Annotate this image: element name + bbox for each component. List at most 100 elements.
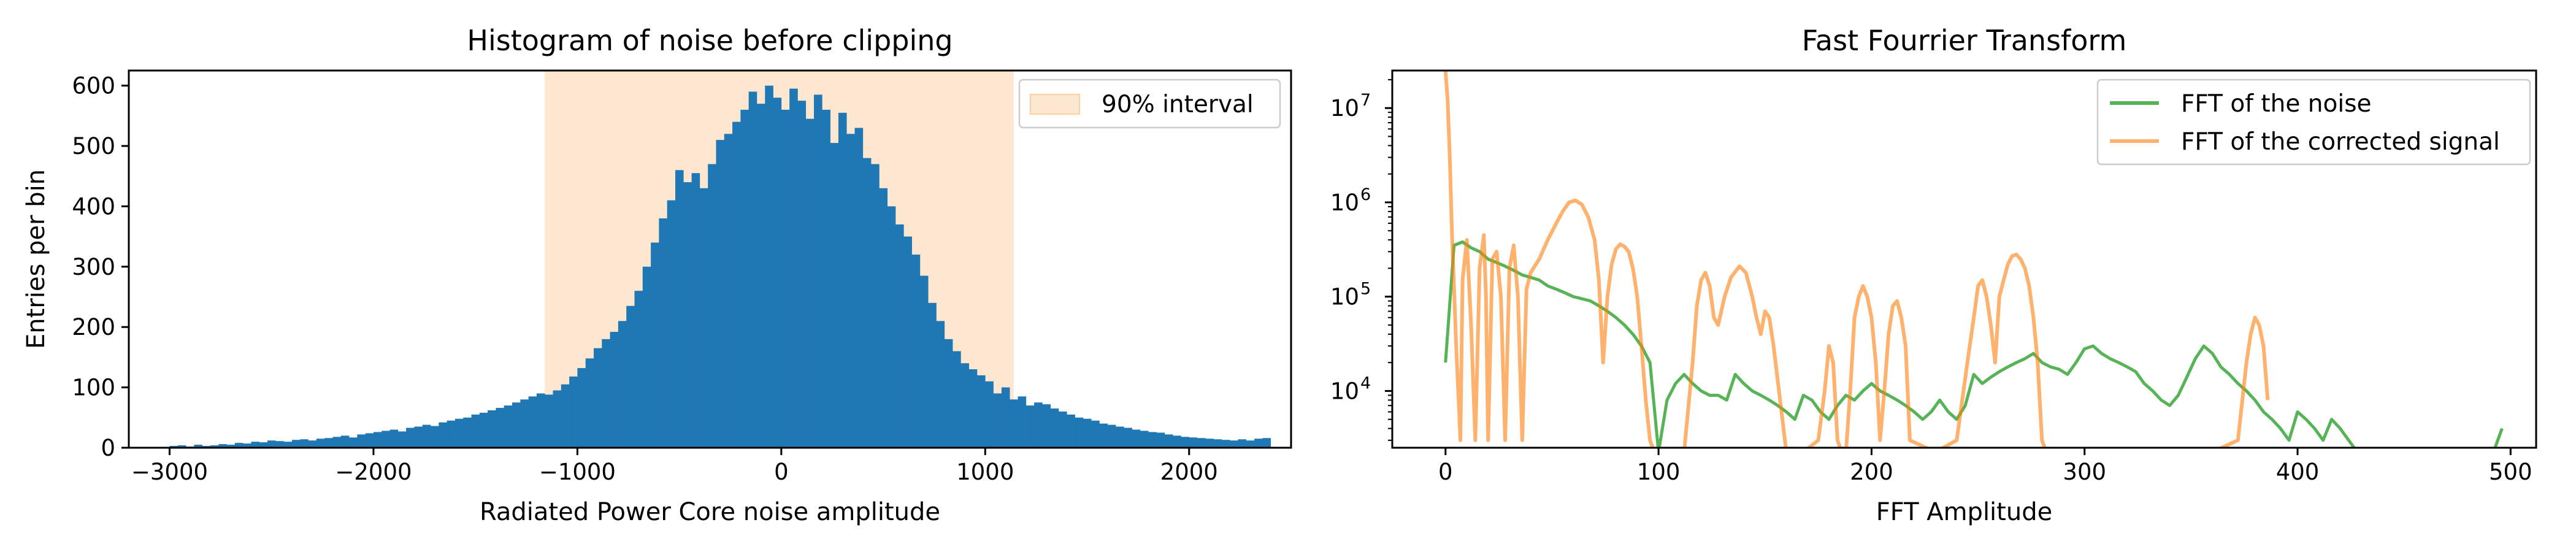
histogram-bar: [406, 427, 415, 448]
histogram-bar: [1099, 423, 1108, 448]
histogram-bar: [332, 437, 342, 448]
histogram-bar: [1091, 420, 1100, 448]
histogram-bar: [1262, 438, 1271, 448]
histogram-bar: [903, 236, 912, 448]
interval-legend-label: 90% interval: [1102, 91, 1254, 118]
histogram-bar: [667, 200, 676, 448]
histogram-bar: [283, 442, 293, 448]
fft-series-lines: [1443, 71, 2504, 448]
histogram-y-tick-label: 200: [72, 314, 115, 340]
histogram-bar: [577, 368, 586, 448]
histogram-bar: [1246, 440, 1255, 448]
histogram-bar: [545, 394, 553, 448]
histogram-bar: [953, 351, 961, 448]
histogram-x-ticks: −3000 −2000 −1000 0 1000 2000: [131, 448, 1218, 485]
histogram-bar: [365, 433, 374, 448]
histogram-bar: [463, 417, 472, 448]
histogram-bar: [479, 412, 488, 448]
histogram-bar: [1156, 432, 1165, 448]
histogram-bars: [169, 85, 1271, 448]
histogram-bar: [381, 431, 390, 448]
histogram-bar: [911, 255, 921, 448]
fft-y-tick-label: 10: [1330, 95, 1359, 121]
histogram-bar: [414, 426, 423, 448]
histogram-x-tick-label: 0: [774, 459, 789, 485]
histogram-bar: [316, 439, 325, 448]
fft-title: Fast Fourrier Transform: [1802, 24, 2127, 57]
histogram-x-tick-label: −1000: [539, 459, 616, 485]
histogram-bar: [1059, 411, 1067, 448]
histogram-bar: [642, 266, 651, 448]
histogram-bar: [716, 140, 725, 448]
histogram-bar: [308, 440, 317, 448]
histogram-bar: [846, 134, 855, 448]
histogram-y-tick-label: 300: [72, 254, 115, 280]
histogram-bar: [1025, 405, 1035, 448]
histogram-bar: [773, 98, 782, 448]
histogram-x-axis-label: Radiated Power Core noise amplitude: [480, 498, 940, 526]
fft-x-tick-label: 0: [1438, 459, 1453, 485]
histogram-bar: [520, 399, 529, 448]
histogram-y-tick-label: 0: [101, 435, 115, 461]
histogram-bar: [805, 118, 815, 448]
histogram-plot-frame: [128, 69, 1292, 449]
histogram-bar: [618, 321, 627, 448]
histogram-legend: 90% interval: [1018, 79, 1281, 129]
histogram-y-tick-label: 600: [72, 73, 115, 99]
histogram-bar: [553, 390, 562, 448]
histogram-bar: [1042, 404, 1051, 448]
histogram-bar: [1132, 429, 1141, 448]
histogram-bar: [854, 128, 864, 448]
histogram-bar: [814, 94, 822, 448]
corrected-signal-legend-label: FFT of the corrected signal: [2181, 128, 2500, 156]
histogram-bar: [985, 381, 994, 448]
histogram-y-tick-label: 500: [72, 133, 115, 159]
histogram-bar: [610, 332, 619, 448]
histogram-bar: [1164, 434, 1173, 448]
histogram-bar: [1018, 396, 1027, 448]
histogram-bar: [357, 434, 366, 448]
histogram-bar: [275, 441, 284, 448]
fft-legend: FFT of the noise FFT of the corrected si…: [2096, 79, 2531, 166]
histogram-bar: [349, 437, 358, 448]
histogram-bar: [936, 321, 945, 448]
histogram-bar: [1050, 408, 1059, 448]
histogram-bar: [781, 109, 790, 448]
histogram-bar: [683, 182, 692, 448]
histogram-panel: −3000 −2000 −1000 0 1000 2000 0 100 200 300 400 50…: [22, 24, 1292, 526]
histogram-bar: [960, 363, 970, 448]
histogram-bar: [1189, 437, 1198, 448]
histogram-bar: [1205, 439, 1214, 448]
histogram-bar: [895, 224, 904, 448]
histogram-bar: [740, 109, 749, 448]
fft-x-tick-label: 200: [1850, 459, 1893, 485]
histogram-bar: [234, 443, 243, 448]
histogram-bar: [1107, 424, 1116, 448]
histogram-x-tick-label: −3000: [131, 459, 208, 485]
histogram-bar: [389, 429, 399, 448]
histogram-bar: [488, 410, 496, 448]
histogram-bar: [471, 414, 480, 448]
histogram-bar: [373, 432, 382, 448]
histogram-bar: [454, 418, 464, 448]
histogram-bar: [1116, 426, 1124, 448]
histogram-x-tick-label: 2000: [1160, 459, 1218, 485]
histogram-bar: [259, 442, 268, 448]
histogram-bar: [838, 112, 847, 448]
histogram-bar: [504, 405, 513, 448]
histogram-bar: [602, 339, 610, 448]
histogram-bar: [1083, 418, 1092, 448]
histogram-y-tick-label: 100: [72, 375, 115, 401]
interval-legend-swatch: [1030, 94, 1080, 115]
histogram-bar: [422, 424, 431, 448]
histogram-y-axis-label: Entries per bin: [22, 169, 50, 349]
histogram-bar: [993, 393, 1002, 448]
fft-y-tick-label: 10: [1330, 284, 1359, 310]
histogram-bar: [1075, 417, 1084, 448]
histogram-bar: [536, 393, 545, 448]
fft-plot-frame: [1391, 69, 2537, 449]
histogram-bar: [634, 291, 643, 448]
histogram-bar: [1197, 438, 1206, 448]
